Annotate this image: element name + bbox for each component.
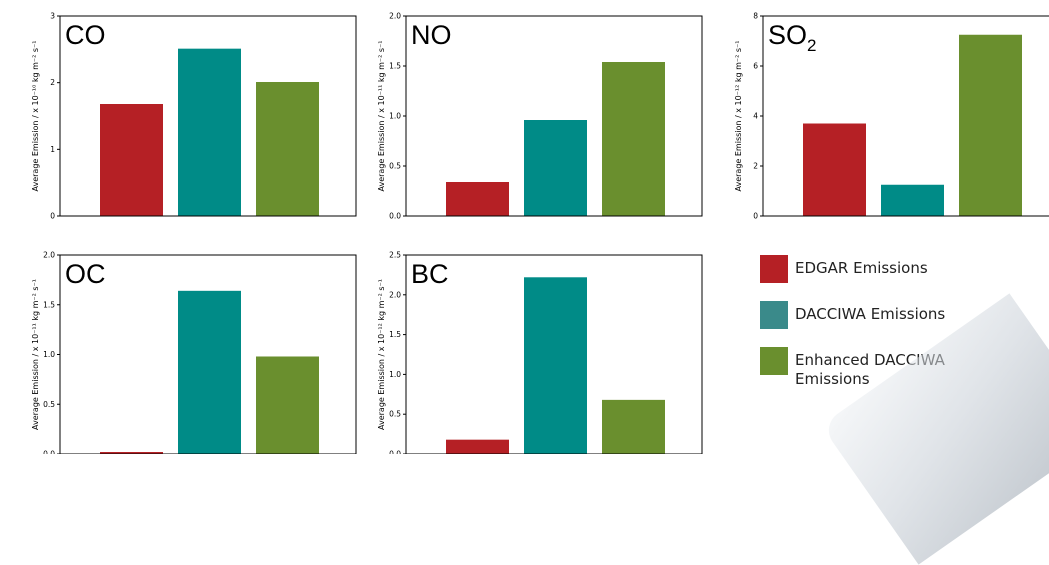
legend-item-edgar: EDGAR Emissions bbox=[760, 255, 1040, 283]
y-tick-label: 2 bbox=[50, 78, 55, 87]
y-tick-label: 2.0 bbox=[389, 12, 401, 21]
bar-0 bbox=[100, 452, 163, 454]
y-axis-label: Average Emission / x 10⁻¹⁰ kg m⁻² s⁻¹ bbox=[31, 40, 40, 191]
bars-group bbox=[446, 277, 665, 454]
legend-swatch-dacciwa bbox=[760, 301, 788, 329]
legend-swatch-edgar bbox=[760, 255, 788, 283]
y-tick-label: 2.0 bbox=[43, 251, 55, 260]
panel-title-subscript: 2 bbox=[807, 36, 816, 55]
y-tick-label: 4 bbox=[753, 112, 758, 121]
y-tick-label: 0.5 bbox=[43, 400, 55, 409]
y-axis-label: Average Emission / x 10⁻¹² kg m⁻² s⁻¹ bbox=[734, 40, 743, 191]
y-tick-label: 0.5 bbox=[389, 410, 401, 419]
legend-item-dacciwa: DACCIWA Emissions bbox=[760, 301, 1040, 329]
bar-2 bbox=[602, 62, 665, 216]
y-tick-label: 6 bbox=[753, 62, 758, 71]
y-tick-label: 0.0 bbox=[43, 450, 55, 455]
y-tick-label: 8 bbox=[753, 12, 758, 21]
bar-0 bbox=[446, 182, 509, 216]
bar-2 bbox=[602, 399, 665, 454]
y-tick-label: 0 bbox=[753, 212, 758, 221]
bars-group bbox=[446, 62, 665, 216]
panel-title: SO2 bbox=[768, 20, 816, 55]
y-tick-label: 1.0 bbox=[389, 370, 401, 379]
y-tick-label: 2.5 bbox=[389, 251, 401, 260]
chart-panel-0: 0 1 2 3 Average Emission / x 10⁻¹⁰ kg m⁻² s⁻… bbox=[31, 12, 357, 221]
y-tick-label: 0.0 bbox=[389, 212, 401, 221]
panel-title-main: BC bbox=[411, 259, 449, 289]
y-tick-label: 3 bbox=[50, 12, 55, 21]
chart-panel-2: 0 2 4 6 8 Average Emission / x 10⁻¹² kg m⁻² s… bbox=[734, 12, 1049, 221]
y-axis-label: Average Emission / x 10⁻¹² kg m⁻² s⁻¹ bbox=[377, 279, 386, 430]
bars-group bbox=[803, 34, 1022, 216]
panel-title: CO bbox=[65, 20, 106, 50]
bar-1 bbox=[178, 290, 241, 454]
y-tick-label: 1 bbox=[50, 145, 55, 154]
bar-1 bbox=[881, 184, 944, 216]
chart-grid: 0 1 2 3 Average Emission / x 10⁻¹⁰ kg m⁻² s⁻… bbox=[31, 12, 1049, 455]
bar-0 bbox=[803, 123, 866, 216]
panel-title-main: OC bbox=[65, 259, 106, 289]
panel-title-main: NO bbox=[411, 20, 452, 50]
y-tick-label: 1.0 bbox=[389, 112, 401, 121]
bars-group bbox=[100, 290, 319, 454]
y-axis-label: Average Emission / x 10⁻¹¹ kg m⁻² s⁻¹ bbox=[377, 40, 386, 191]
bars-group bbox=[100, 48, 319, 216]
panel-title: OC bbox=[65, 259, 106, 289]
panel-title: NO bbox=[411, 20, 452, 50]
panel-title-main: SO bbox=[768, 20, 807, 50]
legend-label-edgar: EDGAR Emissions bbox=[795, 259, 928, 277]
bar-1 bbox=[524, 277, 587, 454]
panel-title: BC bbox=[411, 259, 449, 289]
chart-panel-4: 0.0 0.5 1.0 1.5 2.0 2.5 Average Emission / x 1… bbox=[377, 251, 703, 455]
y-tick-label: 1.0 bbox=[43, 350, 55, 359]
y-tick-label: 1.5 bbox=[389, 62, 401, 71]
y-tick-label: 1.5 bbox=[389, 330, 401, 339]
chart-panel-3: 0.0 0.5 1.0 1.5 2.0 Average Emission / x 10⁻¹… bbox=[31, 251, 357, 455]
y-tick-label: 2.0 bbox=[389, 290, 401, 299]
y-tick-label: 2 bbox=[753, 162, 758, 171]
bar-0 bbox=[446, 439, 509, 454]
y-tick-label: 1.5 bbox=[43, 300, 55, 309]
legend-swatch-enhanced bbox=[760, 347, 788, 375]
y-tick-label: 0.5 bbox=[389, 162, 401, 171]
y-axis-label: Average Emission / x 10⁻¹¹ kg m⁻² s⁻¹ bbox=[31, 279, 40, 430]
bar-2 bbox=[256, 82, 319, 216]
plot-frame bbox=[59, 15, 357, 217]
panel-title-main: CO bbox=[65, 20, 106, 50]
bar-2 bbox=[256, 356, 319, 454]
bar-0 bbox=[100, 104, 163, 216]
plot-frame bbox=[405, 254, 703, 454]
bar-1 bbox=[524, 120, 587, 216]
bar-1 bbox=[178, 48, 241, 216]
y-tick-label: 0.0 bbox=[389, 450, 401, 455]
legend-label-dacciwa: DACCIWA Emissions bbox=[795, 305, 946, 323]
chart-panel-1: 0.0 0.5 1.0 1.5 2.0 Average Emission / x 10⁻¹… bbox=[377, 12, 703, 221]
bar-2 bbox=[959, 34, 1022, 216]
y-tick-label: 0 bbox=[50, 212, 55, 221]
